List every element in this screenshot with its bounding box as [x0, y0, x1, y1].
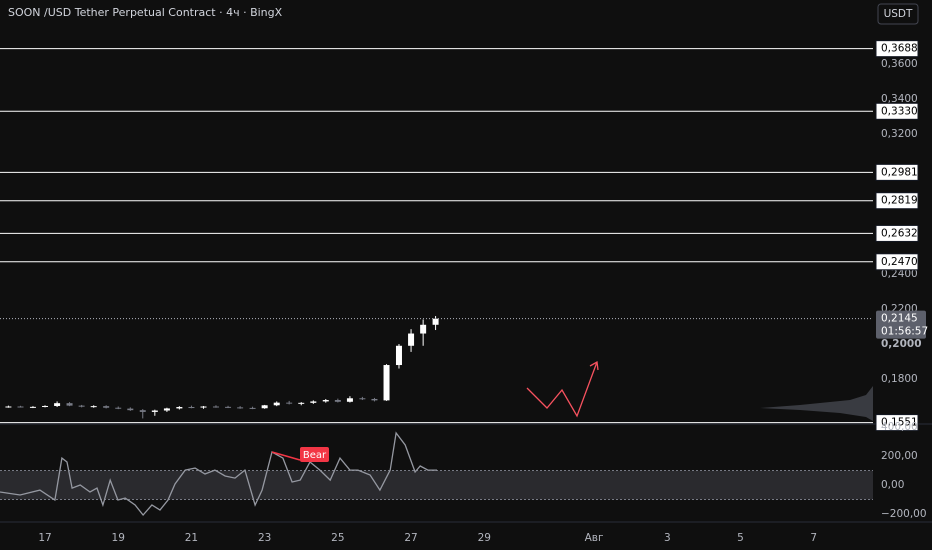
candle-body: [151, 410, 158, 412]
level-label-box: [875, 253, 919, 271]
candle-body: [188, 407, 195, 409]
level-label-box: [875, 414, 919, 432]
candle-body: [90, 406, 97, 408]
candle-body: [420, 324, 427, 334]
candle-body: [286, 402, 293, 404]
candle-body: [127, 408, 134, 411]
oscillator-band: [0, 470, 873, 500]
annotation-label: Bear: [303, 450, 327, 461]
x-tick-label: 19: [112, 532, 125, 544]
candle-body: [212, 406, 219, 408]
level-label: 0,3330: [881, 105, 918, 117]
candle-body: [298, 402, 305, 404]
x-tick-label: 25: [331, 532, 344, 544]
x-tick-label: 29: [478, 532, 491, 544]
level-label-box: [875, 224, 919, 242]
candle-body: [139, 410, 146, 412]
x-tick-label: 27: [404, 532, 417, 544]
x-tick-label: 21: [185, 532, 198, 544]
level-label: 0,2819: [881, 195, 918, 207]
candle-body: [66, 403, 73, 406]
candle-body: [225, 406, 232, 408]
candle-body: [29, 406, 36, 408]
chart-title: SOON /USD Tether Perpetual Contract · 4ч…: [8, 6, 283, 19]
candle-body: [273, 402, 280, 406]
candle-body: [54, 403, 61, 406]
candle-body: [103, 406, 110, 408]
candle-body: [115, 407, 122, 409]
level-label-box: [875, 192, 919, 210]
level-label: 0,2470: [881, 256, 918, 268]
candle-body: [432, 318, 439, 325]
x-tick-label: Авг: [585, 532, 604, 544]
level-label: 0,2632: [881, 227, 918, 239]
y-tick-label: −200,00: [881, 508, 927, 520]
x-tick-label: 23: [258, 532, 271, 544]
currency-button-frame[interactable]: [877, 3, 919, 25]
y-tick-label: 0,3600: [881, 58, 918, 70]
x-tick-label: 5: [737, 532, 744, 544]
currency-button[interactable]: USDT: [884, 8, 913, 20]
level-label: 0,2981: [881, 166, 918, 178]
candle-body: [310, 401, 317, 403]
y-tick-label: 400,00: [881, 421, 918, 433]
y-tick-label: 0,1800: [881, 373, 918, 385]
candle-body: [383, 365, 390, 401]
candle-body: [78, 405, 85, 407]
level-label: 0,3688: [881, 43, 918, 55]
drawing-arrowhead: [589, 360, 599, 371]
candle-body: [249, 407, 256, 409]
candle-body: [322, 400, 329, 402]
y-tick-label: 0,2400: [881, 268, 918, 280]
candle-body: [5, 406, 12, 408]
x-tick-label: 3: [664, 532, 671, 544]
level-label-box: [875, 40, 919, 58]
candle-body: [371, 398, 378, 401]
plot: 17 19 21 23 25 27 29 Авг 3 5 7 0,3600 0,3400 0,3200 0,…: [0, 40, 928, 544]
level-label: 0,1551: [881, 417, 918, 429]
y-tick-label: 0,00: [881, 479, 904, 491]
level-label-box: [875, 163, 919, 181]
candle-body: [42, 405, 49, 407]
y-tick-label: 0,3400: [881, 93, 918, 105]
candle-body: [17, 406, 24, 408]
candle-body: [200, 406, 207, 408]
drawing-arrow: [526, 361, 598, 418]
last-price-label: 0,2145: [881, 313, 918, 325]
y-tick-label: 0,2000: [881, 338, 922, 350]
candle-body: [359, 398, 366, 400]
candle-body: [237, 407, 244, 409]
candle-body: [395, 345, 402, 366]
candle-body: [334, 400, 341, 402]
candle-body: [176, 407, 183, 409]
annotation-box: [300, 447, 329, 462]
candle-body: [408, 333, 415, 346]
oscillator-line: [0, 431, 437, 517]
y-tick-label: 0,3200: [881, 128, 918, 140]
last-price-box: [876, 310, 926, 339]
candle-body: [261, 405, 268, 409]
countdown-label: 01:56:57: [881, 326, 928, 338]
candle-body: [163, 408, 170, 411]
annotation-line: [271, 451, 301, 461]
y-tick-label: 200,00: [881, 450, 918, 462]
candle-body: [346, 398, 353, 402]
level-label-box: [875, 102, 919, 120]
x-tick-label: 17: [38, 532, 51, 544]
volume-profile: [760, 386, 873, 421]
x-tick-label: 7: [810, 532, 817, 544]
